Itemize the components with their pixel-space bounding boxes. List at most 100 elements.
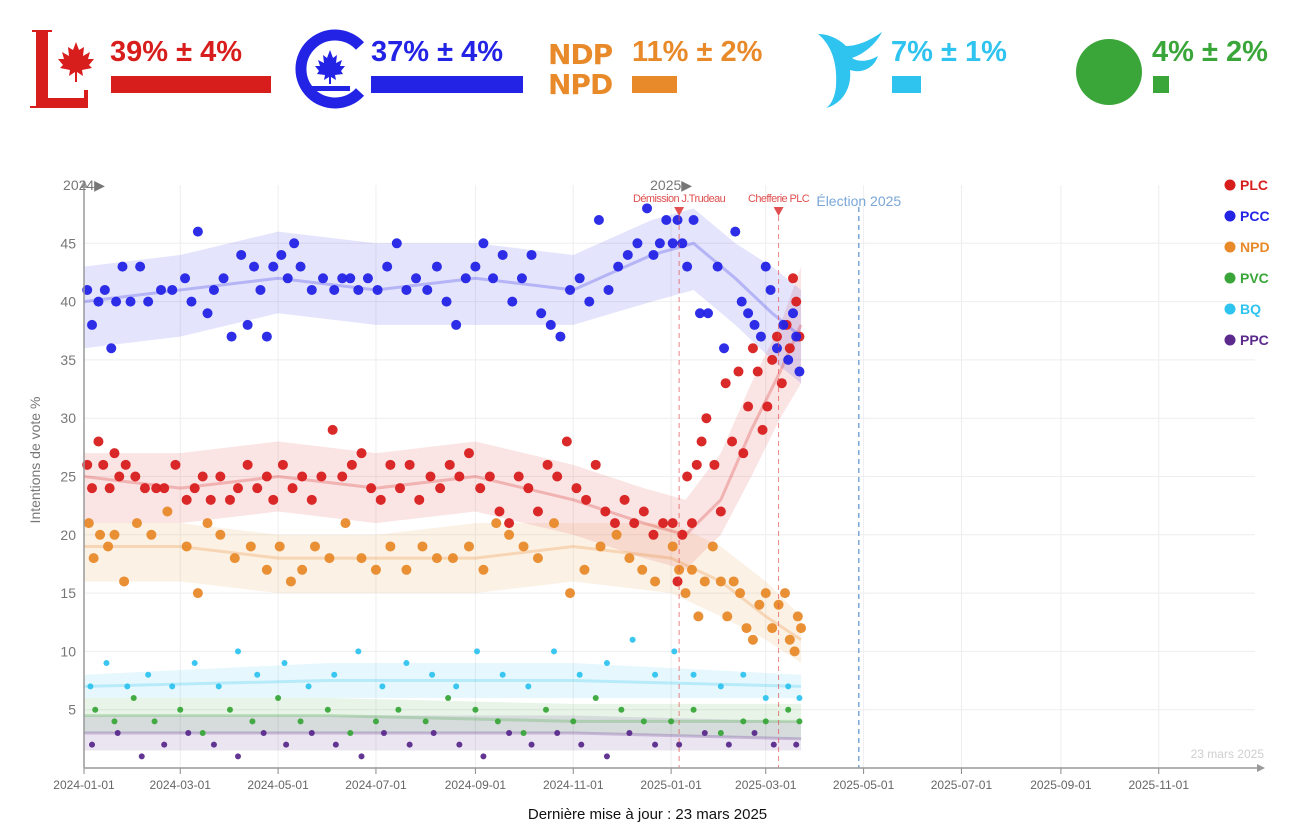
point-plc [552, 471, 563, 482]
y-tick-label: 20 [60, 527, 76, 543]
point-plc [513, 471, 524, 482]
point-ppc [210, 741, 217, 748]
pcc-logo-icon [295, 29, 365, 109]
point-pcc [667, 238, 678, 249]
point-plc [395, 483, 406, 494]
point-plc [677, 529, 688, 540]
point-pvc [690, 706, 697, 713]
point-npd [667, 541, 678, 552]
point-plc [757, 424, 768, 435]
point-pcc [755, 331, 766, 342]
band-plc [84, 266, 802, 570]
point-ppc [676, 741, 683, 748]
point-npd [324, 553, 335, 564]
point-bq [191, 660, 198, 667]
point-npd [715, 576, 726, 587]
chart-axes: 5 10 15 20 25 30 35 40 45 2024-01-01 2024-03-01 202… [53, 177, 1265, 792]
legend-label-bq: BQ [1240, 301, 1261, 317]
party-card-npd: NDP NPD 11% ± 2% [548, 28, 778, 113]
point-npd [463, 541, 474, 552]
point-pcc [155, 284, 166, 295]
point-pvc [422, 718, 429, 725]
point-plc [268, 494, 279, 505]
point-npd [478, 564, 489, 575]
point-npd [579, 564, 590, 575]
point-pcc [242, 319, 253, 330]
point-pvc [324, 706, 331, 713]
point-plc [130, 471, 141, 482]
party-card-pcc: 37% ± 4% [292, 28, 542, 113]
point-pcc [167, 284, 178, 295]
point-pcc [236, 249, 247, 260]
point-plc [316, 471, 327, 482]
point-bq [145, 671, 152, 678]
point-pcc [411, 273, 422, 284]
x-tick-label: 2024-03-01 [150, 778, 212, 792]
point-pcc [719, 343, 730, 354]
point-plc [747, 343, 758, 354]
point-pcc [778, 319, 789, 330]
point-pcc [497, 249, 508, 260]
point-npd [796, 623, 807, 634]
point-plc [542, 459, 553, 470]
point-pcc [192, 226, 203, 237]
event-label: Démission J.Trudeau [633, 193, 726, 205]
point-plc [366, 483, 377, 494]
band-bq [84, 663, 802, 699]
point-pvc [520, 730, 527, 737]
point-pcc [135, 261, 146, 272]
point-plc [261, 471, 272, 482]
year-marker-label: 2025▶ [650, 177, 692, 193]
legend-label-plc: PLC [1240, 177, 1268, 193]
point-bq [87, 683, 94, 690]
point-pvc [395, 706, 402, 713]
point-plc [346, 459, 357, 470]
point-plc [414, 494, 425, 505]
point-bq [403, 660, 410, 667]
point-bq [603, 660, 610, 667]
point-plc [93, 436, 104, 447]
point-npd [88, 553, 99, 564]
point-ppc [652, 741, 659, 748]
point-pcc [249, 261, 260, 272]
event-marker [674, 207, 685, 216]
point-npd [370, 564, 381, 575]
point-plc [232, 483, 243, 494]
point-plc [561, 436, 572, 447]
y-tick-label: 40 [60, 294, 76, 310]
point-ppc [626, 730, 633, 737]
point-bq [305, 683, 312, 690]
point-npd [103, 541, 114, 552]
point-plc [215, 471, 226, 482]
x-tick-label: 2024-07-01 [345, 778, 407, 792]
point-plc [197, 471, 208, 482]
point-pcc [460, 273, 471, 284]
point-plc [475, 483, 486, 494]
series-trend-lines [83, 241, 803, 741]
point-plc [733, 366, 744, 377]
point-plc [337, 471, 348, 482]
point-plc [600, 506, 611, 517]
point-bq [169, 683, 176, 690]
npd-logo-icon: NDP NPD [548, 40, 613, 100]
point-bq [499, 671, 506, 678]
point-npd [747, 634, 758, 645]
point-pcc [654, 238, 665, 249]
point-pvc [796, 718, 803, 725]
y-tick-label: 10 [60, 643, 76, 659]
point-npd [491, 518, 502, 529]
chart-legend[interactable]: PLC PCC NPD PVC BQ PPC [1224, 177, 1270, 348]
point-npd [767, 623, 778, 634]
point-pcc [295, 261, 306, 272]
point-pcc [702, 308, 713, 319]
point-pcc [694, 308, 705, 319]
point-ppc [89, 741, 96, 748]
point-npd [699, 576, 710, 587]
point-bq [690, 671, 697, 678]
point-bq [124, 683, 131, 690]
point-npd [356, 553, 367, 564]
legend-marker-pvc [1224, 272, 1236, 284]
trend-bq [83, 679, 802, 688]
point-pvc [668, 718, 675, 725]
point-pcc [470, 261, 481, 272]
